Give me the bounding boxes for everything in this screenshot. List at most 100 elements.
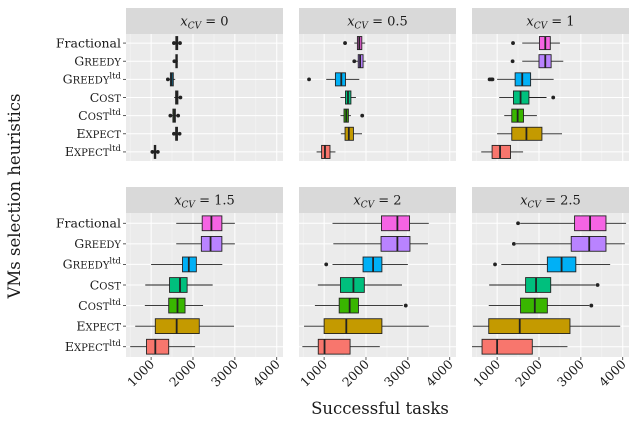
outlier-point xyxy=(360,113,365,118)
boxplot-cost xyxy=(489,277,600,293)
boxplot-expect_ltd xyxy=(472,338,568,355)
boxplot-fractional xyxy=(172,36,182,51)
facet-strip xyxy=(299,8,456,34)
boxplot-greedy_ltd xyxy=(151,256,223,273)
outlier-point xyxy=(551,95,556,100)
boxplot-cost xyxy=(145,277,213,293)
outlier-point xyxy=(511,241,516,246)
outlier-point xyxy=(343,41,347,45)
outlier-point xyxy=(589,303,594,308)
x-tick-label: 4000 xyxy=(423,356,456,389)
boxplot-cost_ltd xyxy=(504,108,537,123)
boxplot-greedy xyxy=(176,236,235,252)
y-tick-label-cost: COST xyxy=(90,90,122,105)
boxplot-cost xyxy=(174,90,183,105)
facet-strip xyxy=(472,187,629,213)
y-tick-label-cost_ltd: COSTltd xyxy=(78,108,121,123)
facet-strip-label: xCV = 0.5 xyxy=(347,15,408,32)
facet-panel: xCV = 0.5 xyxy=(299,8,456,161)
boxplot-greedy_ltd xyxy=(307,72,360,87)
boxplot-cost xyxy=(499,90,556,105)
x-tick-label: 2000 xyxy=(339,356,372,389)
outlier-point xyxy=(510,59,515,64)
boxplot-greedy xyxy=(333,236,428,252)
boxplot-cost xyxy=(340,90,356,105)
boxplot-expect_ltd xyxy=(302,338,380,355)
boxplot-fractional xyxy=(176,215,235,232)
box-iqr xyxy=(323,318,383,334)
box-iqr xyxy=(491,144,511,159)
box-iqr xyxy=(339,277,365,293)
facet-strip-label: xCV = 1 xyxy=(526,15,574,32)
boxplot-expect xyxy=(340,126,363,141)
outlier-point xyxy=(155,150,160,154)
x-axis-title: Successful tasks xyxy=(311,399,449,418)
outlier-point xyxy=(178,41,182,45)
y-tick-label-greedy: GREEDY xyxy=(74,54,121,69)
x-tick-label: 2000 xyxy=(512,356,545,389)
facet-panel: xCV = 2.5 xyxy=(472,187,629,357)
x-tick-label: 3000 xyxy=(381,356,414,389)
outlier-point xyxy=(178,95,183,100)
boxplot-expect xyxy=(172,126,182,141)
box-iqr xyxy=(525,277,552,293)
boxplot-greedy_ltd xyxy=(487,72,554,87)
boxplot-expect xyxy=(497,126,563,141)
outlier-point xyxy=(176,113,181,118)
outlier-point xyxy=(172,41,176,45)
boxplot-expect_ltd xyxy=(316,144,336,159)
y-tick-label-expect: EXPECT xyxy=(76,126,121,141)
box-iqr xyxy=(200,236,223,252)
boxplot-cost_ltd xyxy=(488,297,594,314)
y-axis-title: VMs selection heuristics xyxy=(5,93,24,299)
boxplot-fractional xyxy=(516,215,627,232)
box-iqr xyxy=(169,277,188,293)
y-tick-labels: Fractional GREEDY GREEDYltd COST COSTltd EXPE… xyxy=(56,35,126,354)
y-tick-label-greedy: GREEDY xyxy=(74,236,121,251)
outlier-point xyxy=(403,303,408,308)
facet-strip-label: xCV = 2.5 xyxy=(520,194,581,211)
facet-strip-label: xCV = 0 xyxy=(180,15,228,32)
y-tick-label-expect_ltd: EXPECTltd xyxy=(65,144,122,159)
boxplot-greedy xyxy=(172,54,178,69)
boxplot-greedy xyxy=(352,54,366,69)
x-tick-label: 4000 xyxy=(250,356,283,389)
outlier-point xyxy=(516,221,520,226)
boxplot-fractional xyxy=(332,215,429,232)
outlier-point xyxy=(165,77,170,82)
boxplot-cost_ltd xyxy=(144,297,204,314)
box-iqr xyxy=(317,338,351,355)
y-tick-label-greedy_ltd: GREEDYltd xyxy=(63,257,122,272)
boxplot-greedy_ltd xyxy=(165,72,176,87)
facet-strip xyxy=(299,187,456,213)
outlier-point xyxy=(490,77,495,82)
boxplot-expect_ltd xyxy=(150,144,160,159)
outlier-point xyxy=(511,41,515,45)
y-tick-label-cost: COST xyxy=(90,277,122,292)
facet-panel: xCV = 1 xyxy=(472,8,629,161)
boxplot-cost_ltd xyxy=(314,297,408,314)
x-tick-label: 2000 xyxy=(166,356,199,389)
box-iqr xyxy=(380,236,411,252)
boxplot-greedy xyxy=(510,54,564,69)
outlier-point xyxy=(172,131,176,136)
facet-strip xyxy=(472,8,629,34)
boxplot-expect_ltd xyxy=(130,338,196,355)
x-tick-label: 3000 xyxy=(554,356,587,389)
boxplot-greedy xyxy=(511,236,625,252)
boxplot-greedy_ltd xyxy=(493,256,611,273)
facet-strip xyxy=(126,187,283,213)
x-tick-labels: 1000 2000 3000 4000 1000 2000 3000 4000 1000 2000… xyxy=(124,356,629,389)
boxplot-expect_ltd xyxy=(481,144,524,159)
y-tick-label-fractional: Fractional xyxy=(56,216,121,231)
outlier-point xyxy=(307,77,311,82)
boxplot-cost_ltd xyxy=(340,108,365,123)
outlier-point xyxy=(177,131,182,136)
boxplot-expect xyxy=(472,318,621,334)
outlier-point xyxy=(172,59,177,64)
y-tick-label-cost_ltd: COSTltd xyxy=(78,298,121,313)
y-tick-label-fractional: Fractional xyxy=(56,35,121,50)
outlier-point xyxy=(324,262,329,267)
x-tick-label: 4000 xyxy=(596,356,629,389)
x-tick-label: 3000 xyxy=(208,356,241,389)
